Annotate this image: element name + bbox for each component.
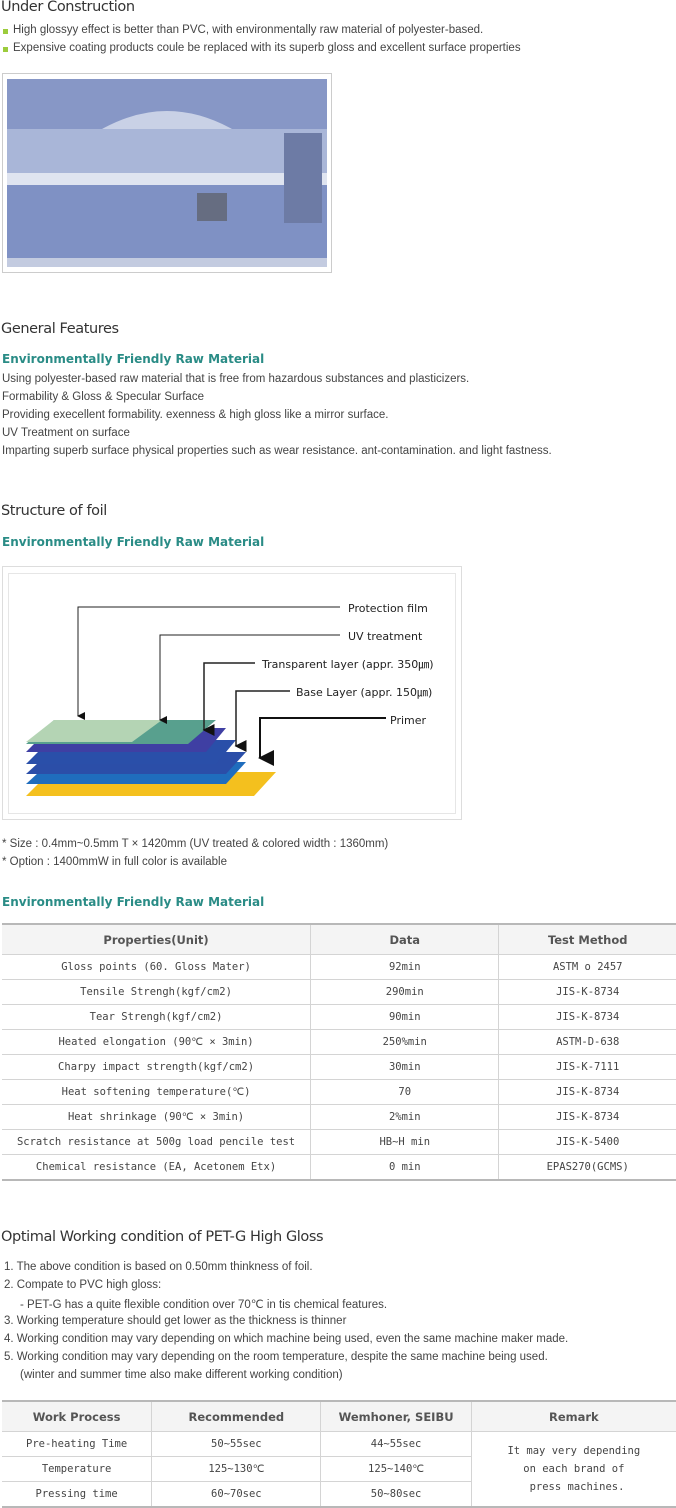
feature-line: Formability & Gloss & Specular Surface [2, 391, 204, 403]
table-cell: 125~140℃ [320, 1456, 472, 1482]
header-cell: Remark [470, 1400, 676, 1432]
table-cell: Heat softening temperature(℃) [2, 1079, 311, 1105]
table-cell: EPAS270(GCMS) [498, 1154, 676, 1180]
subtitle: Environmentally Friendly Raw Material [2, 535, 265, 549]
table-cell: JIS-K-7111 [498, 1054, 676, 1080]
section-title: Structure of foil [1, 503, 107, 519]
table-cell: 250%min [310, 1029, 499, 1055]
working-line: 5. Working condition may vary depending … [4, 1351, 548, 1363]
feature-line: Providing execellent formability. exenne… [2, 409, 389, 421]
bullet-text: Expensive coating products coule be repl… [13, 42, 521, 54]
table-row: Gloss points (60. Gloss Mater) 92min ASTM … [2, 954, 676, 980]
diagram-label: Transparent layer (appr. 350㎛) [261, 658, 434, 671]
feature-line: UV Treatment on surface [2, 427, 130, 439]
bullet-icon [3, 47, 8, 52]
table-cell: Chemical resistance (EA, Acetonem Etx) [2, 1154, 311, 1180]
table-cell: 290min [310, 979, 499, 1005]
table-cell: JIS-K-8734 [498, 1104, 676, 1130]
table-cell: Pre-heating Time [2, 1431, 152, 1457]
working-line: 3. Working temperature should get lower … [4, 1315, 347, 1327]
table-row: Heat shrinkage (90℃ × 3min) 2%min JIS-K-87… [2, 1104, 676, 1130]
table-cell: 125~130℃ [151, 1456, 321, 1482]
kitchen-photo [2, 73, 332, 273]
table-cell: 0 min [310, 1154, 499, 1180]
properties-table: Properties(Unit) Data Test Method Gloss poi… [2, 923, 676, 1181]
table-cell: Heated elongation (90℃ × 3min) [2, 1029, 311, 1055]
header-cell: Data [310, 923, 499, 955]
table-cell: 92min [310, 954, 499, 980]
table-cell: HB~H min [310, 1129, 499, 1155]
foil-diagram: Protection film UV treatment Transparent… [2, 566, 462, 820]
header-cell: Work Process [2, 1400, 152, 1432]
table-row: Heat softening temperature(℃) 70 JIS-K-873… [2, 1079, 676, 1105]
section-title: Optimal Working condition of PET-G High … [1, 1229, 324, 1245]
bullet-text: High glossyy effect is better than PVC, … [13, 24, 484, 36]
note: * Size : 0.4mm~0.5mm T × 1420mm (UV trea… [2, 838, 389, 850]
table-cell: JIS-K-8734 [498, 1004, 676, 1030]
table-cell: JIS-K-8734 [498, 979, 676, 1005]
table-row: Scratch resistance at 500g load pencile … [2, 1129, 676, 1155]
table-cell: 44~55sec [320, 1431, 472, 1457]
working-table: Work Process Recommended Wemhoner, SEIBU Re… [2, 1400, 676, 1508]
working-line: 4. Working condition may vary depending … [4, 1333, 569, 1345]
table-cell: 50~80sec [320, 1481, 472, 1507]
table-cell: Heat shrinkage (90℃ × 3min) [2, 1104, 311, 1130]
table-cell: Temperature [2, 1456, 152, 1482]
table-cell: 30min [310, 1054, 499, 1080]
table-row: Chemical resistance (EA, Acetonem Etx) 0 … [2, 1154, 676, 1180]
table-cell: 90min [310, 1004, 499, 1030]
table-cell: ASTM-D-638 [498, 1029, 676, 1055]
bullet-icon [3, 29, 8, 34]
table-cell: Scratch resistance at 500g load pencile … [2, 1129, 311, 1155]
table-cell: JIS-K-8734 [498, 1079, 676, 1105]
header-row: Work Process Recommended Wemhoner, SEIBU Re… [2, 1400, 676, 1432]
table-cell: 60~70sec [151, 1481, 321, 1507]
diagram-label: Primer [390, 714, 427, 727]
table-cell: Tear Strengh(kgf/cm2) [2, 1004, 311, 1030]
header-cell: Wemhoner, SEIBU [320, 1400, 472, 1432]
section-title: Under Construction [1, 0, 135, 15]
table-cell: 70 [310, 1079, 499, 1105]
working-line: (winter and summer time also make differ… [20, 1369, 343, 1381]
feature-line: Imparting superb surface physical proper… [2, 445, 552, 457]
table-row: Charpy impact strength(kgf/cm2) 30min JIS-… [2, 1054, 676, 1080]
table-cell: Charpy impact strength(kgf/cm2) [2, 1054, 311, 1080]
table-cell: Pressing time [2, 1481, 152, 1507]
table-row: Pressing time 60~70sec 50~80sec [2, 1481, 676, 1507]
header-row: Properties(Unit) Data Test Method [2, 923, 676, 955]
table-row: Temperature 125~130℃ 125~140℃ [2, 1456, 676, 1482]
diagram-label: UV treatment [348, 630, 423, 643]
table-row: Tensile Strengh(kgf/cm2) 290min JIS-K-8734 [2, 979, 676, 1005]
subtitle: Environmentally Friendly Raw Material [2, 352, 265, 366]
remark-cell: It may very depending on each brand of p… [470, 1431, 676, 1507]
feature-line: Using polyester-based raw material that … [2, 373, 470, 385]
table-row: Pre-heating Time 50~55sec 44~55sec It may v… [2, 1431, 676, 1507]
table-row: Tear Strengh(kgf/cm2) 90min JIS-K-8734 [2, 1004, 676, 1030]
header-cell: Recommended [151, 1400, 321, 1432]
table-cell: ASTM o 2457 [498, 954, 676, 980]
working-line: 1. The above condition is based on 0.50m… [4, 1261, 313, 1273]
section-title: General Features [1, 321, 119, 337]
table-cell: 2%min [310, 1104, 499, 1130]
working-line: 2. Compate to PVC high gloss: [4, 1279, 162, 1291]
table-cell: 50~55sec [151, 1431, 321, 1457]
table-cell: JIS-K-5400 [498, 1129, 676, 1155]
table-cell: Tensile Strengh(kgf/cm2) [2, 979, 311, 1005]
subtitle: Environmentally Friendly Raw Material [2, 895, 265, 909]
header-cell: Test Method [498, 923, 676, 955]
table-row: Heated elongation (90℃ × 3min) 250%min AST… [2, 1029, 676, 1055]
note: * Option : 1400mmW in full color is avai… [2, 856, 227, 868]
header-cell: Properties(Unit) [2, 923, 311, 955]
working-line: - PET-G has a quite flexible condition o… [20, 1299, 388, 1311]
diagram-label: Base Layer (appr. 150㎛) [296, 686, 432, 699]
table-cell: Gloss points (60. Gloss Mater) [2, 954, 311, 980]
diagram-label: Protection film [348, 602, 428, 615]
